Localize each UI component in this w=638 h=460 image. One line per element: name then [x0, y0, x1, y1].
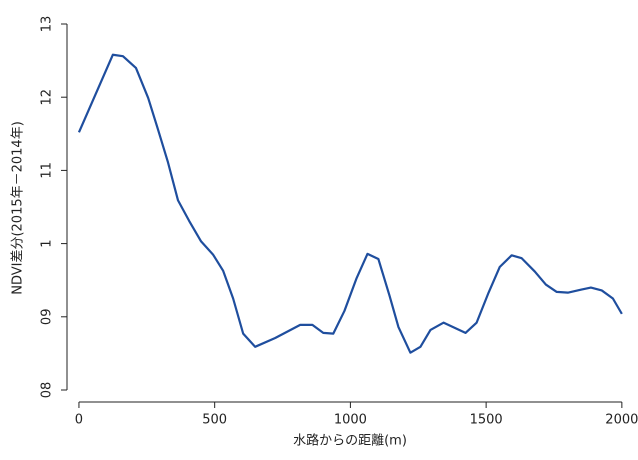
y-tick-label: 12: [40, 89, 55, 106]
x-axis-label: 水路からの距離(m): [293, 433, 407, 449]
y-tick-label: 09: [40, 309, 55, 326]
y-axis-label: NDVI差分(2015年－2014年): [11, 121, 26, 295]
x-tick-label: 0: [75, 413, 83, 428]
y-tick-label: 13: [40, 16, 55, 33]
data-line: [77, 53, 623, 354]
x-tick-label: 1500: [470, 413, 503, 428]
x-tick-label: 1000: [334, 413, 367, 428]
x-tick-label: 500: [202, 413, 227, 428]
y-tick-label: 11: [40, 162, 55, 179]
y-tick-label: 1: [40, 239, 55, 247]
x-tick-label: 2000: [605, 413, 638, 428]
y-tick-label: 08: [40, 382, 55, 399]
